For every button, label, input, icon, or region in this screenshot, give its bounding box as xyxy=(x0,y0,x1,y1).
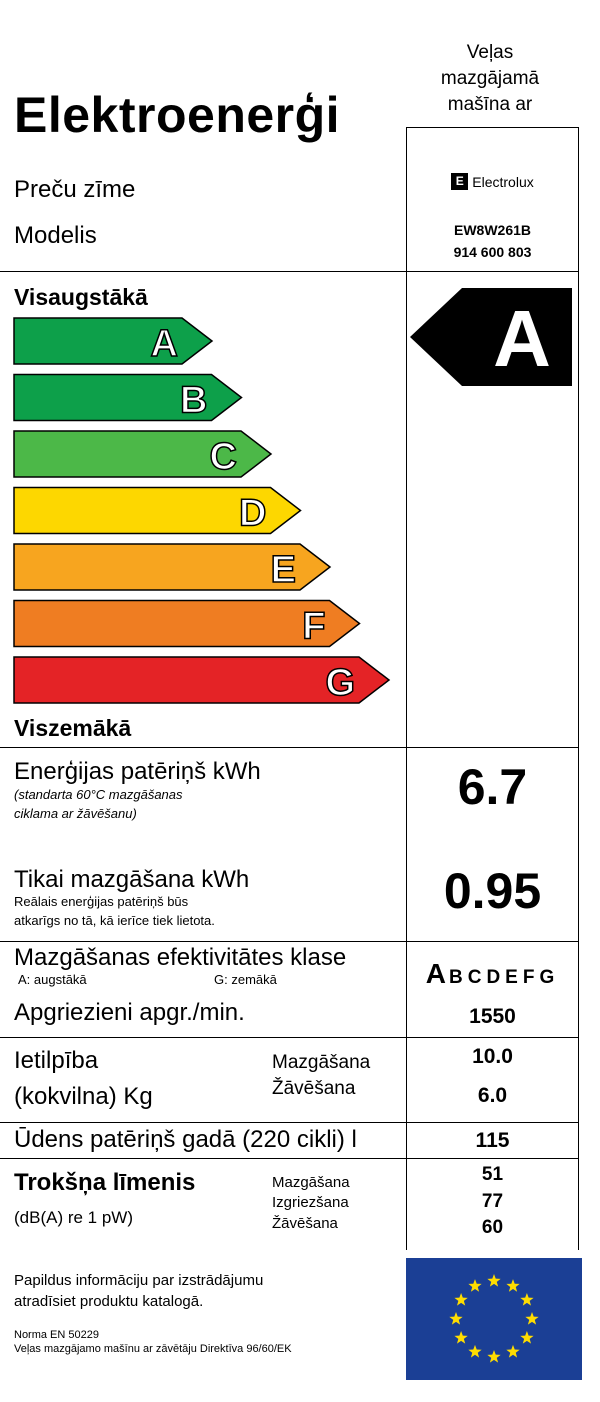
noise-spin-label: Izgriezšana xyxy=(272,1194,349,1211)
scale-top-label: Visaugstākā xyxy=(14,284,148,310)
energy-class-letter-c: C xyxy=(210,436,237,478)
noise-wash-label: Mazgāšana xyxy=(272,1174,350,1191)
energy-class-arrow-g xyxy=(13,656,391,704)
capacity-wash-label: Mazgāšana xyxy=(272,1052,371,1073)
footer-info-line-2: atradīsiet produktu katalogā. xyxy=(14,1293,204,1310)
wash-only-label: Tikai mazgāšana kWh xyxy=(14,866,250,893)
eu-star-icon xyxy=(520,1331,534,1344)
divider xyxy=(0,1037,406,1038)
eu-flag xyxy=(406,1258,582,1380)
divider xyxy=(0,1158,406,1159)
divider xyxy=(406,1122,579,1123)
wash-only-note-2: atkarīgs no tā, kā ierīce tiek lietota. xyxy=(14,913,215,928)
eu-star-icon xyxy=(506,1344,520,1358)
rating-arrow: A xyxy=(410,288,572,386)
divider xyxy=(0,271,406,272)
divider xyxy=(406,1158,579,1159)
footer-info-line-1: Papildus informāciju par izstrādājumu xyxy=(14,1272,264,1289)
energy-class-letter-f: F xyxy=(302,606,325,648)
footer-norm-line-1: Norma EN 50229 xyxy=(14,1329,99,1341)
energy-class-letter-a: A xyxy=(151,323,178,365)
water-value: 115 xyxy=(475,1129,510,1152)
wash-class-selected: A xyxy=(425,958,446,989)
eu-star-icon xyxy=(525,1312,539,1325)
energy-class-arrow-f xyxy=(13,599,361,648)
noise-unit: (dB(A) re 1 pW) xyxy=(14,1208,134,1227)
energy-class-arrow-e xyxy=(13,543,332,591)
noise-spin-value: 77 xyxy=(481,1191,504,1212)
capacity-wash-value: 10.0 xyxy=(472,1045,513,1068)
brand-name: Electrolux xyxy=(472,173,534,190)
divider xyxy=(406,1037,579,1038)
energy-class-letter-g: G xyxy=(325,662,355,704)
energy-note-1: (standarta 60°C mazgāšanas xyxy=(14,787,183,802)
scale-bottom-label: Viszemākā xyxy=(14,715,132,741)
eu-star-icon xyxy=(487,1350,501,1363)
energy-note-2: ciklama ar žāvēšanu) xyxy=(14,806,137,821)
water-label: Ūdens patēriņš gadā (220 cikli) l xyxy=(14,1126,357,1153)
divider xyxy=(0,941,406,942)
eu-star-icon xyxy=(468,1344,482,1358)
energy-label: Enerģijas patēriņš kWh xyxy=(14,758,261,785)
appliance-type: Veļas mazgājamā mašīna ar xyxy=(440,42,540,115)
eu-stars xyxy=(449,1274,539,1363)
values-column xyxy=(406,127,579,1250)
capacity-label-2: (kokvilna) Kg xyxy=(14,1083,153,1110)
noise-dry-value: 60 xyxy=(481,1217,504,1238)
model-number: 914 600 803 xyxy=(453,244,532,260)
brand-logo: E Electrolux xyxy=(406,172,579,190)
energy-value: 6.7 xyxy=(457,759,528,815)
divider xyxy=(0,1122,406,1123)
capacity-dry-value: 6.0 xyxy=(477,1084,508,1107)
energy-class-arrow-b xyxy=(13,373,243,422)
model-label: Modelis xyxy=(14,222,97,249)
wash-class-label: Mazgāšanas efektivitātes klase xyxy=(14,944,347,971)
energy-class-letter-b: B xyxy=(180,380,207,422)
eu-star-icon xyxy=(454,1293,468,1306)
capacity-label-1: Ietilpība xyxy=(14,1047,99,1074)
energy-class-arrow-c xyxy=(13,430,273,478)
divider xyxy=(406,271,579,272)
wash-class-legend-a: A: augstākā xyxy=(18,972,87,987)
energy-class-letter-e: E xyxy=(271,549,296,591)
label-title: Elektroenerģi xyxy=(14,87,341,143)
spin-label: Apgriezieni apgr./min. xyxy=(14,999,245,1026)
model-name: EW8W261B xyxy=(453,222,532,238)
footer-norm-line-2: Veļas mazgājamo mašīnu ar zāvētāju Direk… xyxy=(14,1343,292,1355)
eu-star-icon xyxy=(520,1293,534,1306)
wash-class-legend-g: G: zemākā xyxy=(214,972,277,987)
noise-label: Trokšņa līmenis xyxy=(14,1169,196,1196)
eu-star-icon xyxy=(487,1274,501,1287)
eu-star-icon xyxy=(449,1312,463,1325)
noise-dry-label: Žāvēšana xyxy=(272,1215,338,1232)
eu-star-icon xyxy=(506,1279,520,1292)
energy-class-arrow-d xyxy=(13,486,302,535)
divider xyxy=(0,747,406,748)
rating-letter: A xyxy=(493,294,551,383)
wash-class-scale: A BCDEFG xyxy=(406,958,579,990)
divider xyxy=(406,941,579,942)
wash-only-note-1: Reālais enerģijas patēriņš būs xyxy=(14,894,189,909)
energy-class-arrow-a xyxy=(13,317,214,365)
noise-wash-value: 51 xyxy=(481,1164,504,1185)
capacity-dry-label: Žāvēšana xyxy=(272,1078,356,1099)
wash-only-value: 0.95 xyxy=(443,863,542,919)
spin-value: 1550 xyxy=(469,1005,516,1028)
footer-norm: Norma EN 50229 Veļas mazgājamo mašīnu ar… xyxy=(14,1328,292,1356)
brand-label: Preču zīme xyxy=(14,176,136,203)
energy-class-letter-d: D xyxy=(239,493,266,535)
wash-class-rest: BCDEFG xyxy=(449,967,560,988)
electrolux-logo-icon: E xyxy=(451,173,469,190)
divider xyxy=(406,747,579,748)
eu-star-icon xyxy=(468,1279,482,1292)
eu-star-icon xyxy=(454,1331,468,1344)
footer-info: Papildus informāciju par izstrādājumu at… xyxy=(14,1270,263,1312)
